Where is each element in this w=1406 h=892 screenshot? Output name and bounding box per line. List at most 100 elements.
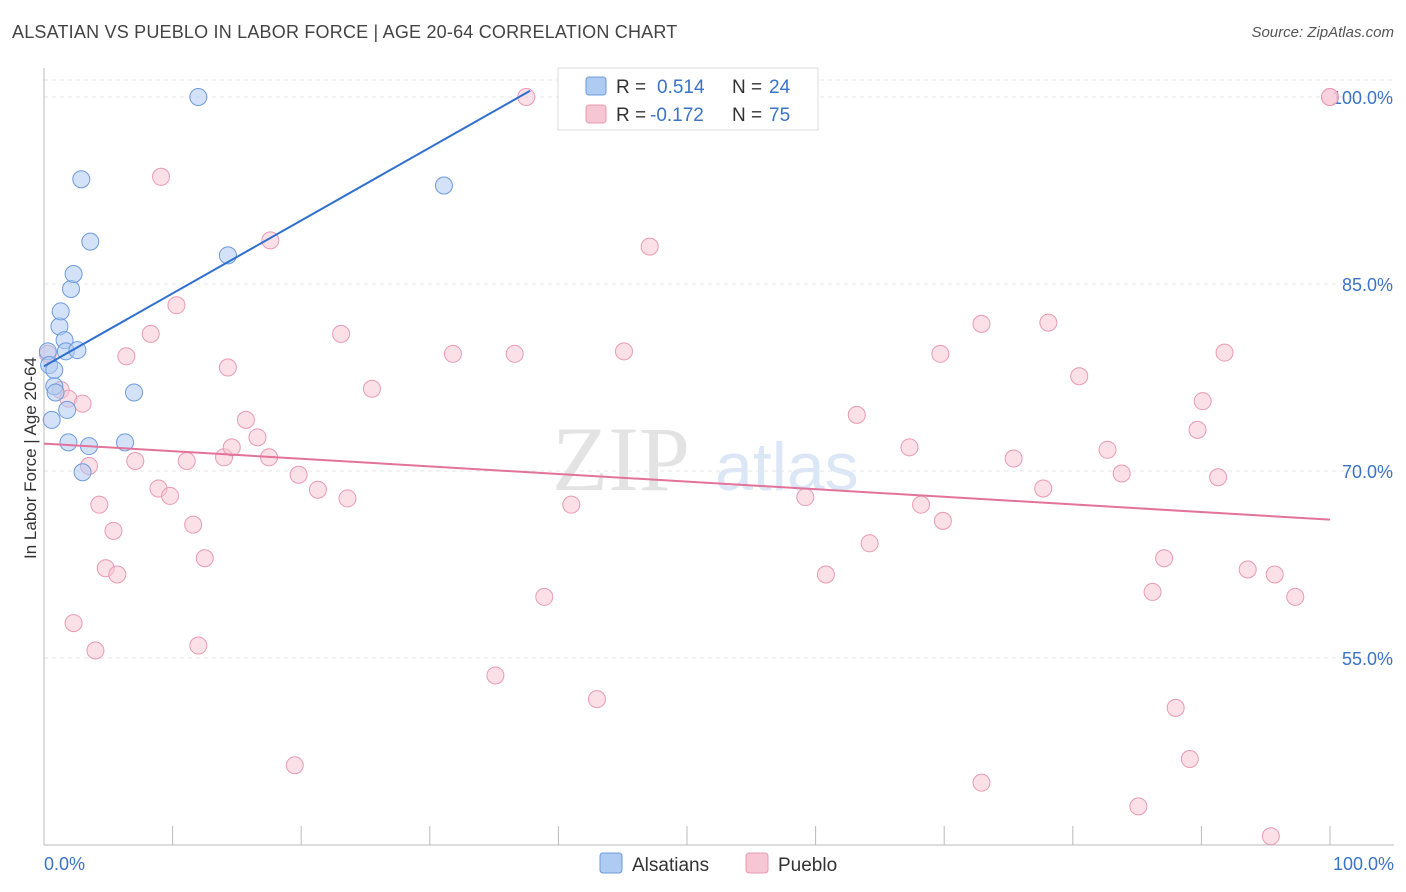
- point-pueblo-26: [248, 428, 267, 447]
- point-alsatians-18: [81, 232, 100, 251]
- bottom-legend-swatch-pueblo: [745, 852, 769, 874]
- point-pueblo-68: [1215, 343, 1234, 362]
- point-pueblo-3: [64, 614, 83, 633]
- point-pueblo-72: [1286, 587, 1305, 606]
- series-legend: Alsatians Pueblo: [599, 852, 837, 876]
- point-pueblo-57: [1070, 367, 1089, 386]
- point-pueblo-39: [535, 587, 554, 606]
- point-pueblo-45: [816, 565, 835, 584]
- point-pueblo-61: [1143, 582, 1162, 601]
- point-pueblo-21: [195, 549, 214, 568]
- point-pueblo-20: [189, 636, 208, 655]
- watermark-atlas: atlas: [715, 429, 859, 505]
- point-pueblo-42: [614, 342, 633, 361]
- point-alsatians-15: [72, 170, 91, 189]
- legend-r-label-pueblo: R =: [616, 105, 646, 126]
- point-pueblo-36: [486, 666, 505, 685]
- point-pueblo-7: [90, 495, 109, 514]
- x-tick-label-max: 100.0%: [1333, 854, 1394, 874]
- point-pueblo-56: [1039, 313, 1058, 332]
- point-pueblo-55: [1034, 479, 1053, 498]
- point-pueblo-41: [587, 690, 606, 709]
- point-alsatians-13: [64, 265, 83, 284]
- point-alsatians-10: [58, 400, 77, 419]
- point-pueblo-74: [1321, 88, 1339, 106]
- point-pueblo-9: [104, 521, 123, 540]
- legend-n-value-pueblo: 75: [769, 105, 790, 126]
- point-pueblo-59: [1112, 464, 1131, 483]
- point-pueblo-50: [931, 344, 950, 363]
- y-tick-label-0: 55.0%: [1342, 649, 1393, 669]
- point-pueblo-34: [362, 379, 381, 398]
- point-pueblo-66: [1193, 392, 1212, 411]
- point-pueblo-17: [167, 296, 186, 315]
- y-tick-label-2: 85.0%: [1342, 275, 1393, 295]
- trend-line-pueblo: [43, 442, 1331, 521]
- source-label: Source: ZipAtlas.com: [1251, 24, 1394, 41]
- x-tick-label-min: 0.0%: [44, 854, 85, 874]
- point-alsatians-20: [125, 383, 144, 402]
- point-pueblo-13: [141, 324, 160, 343]
- legend-r-label-alsatians: R =: [616, 77, 646, 98]
- bottom-legend-label-alsatians: Alsatians: [632, 855, 709, 876]
- point-pueblo-44: [796, 488, 815, 507]
- y-tick-labels: 55.0% 70.0% 85.0% 100.0%: [1332, 88, 1393, 669]
- y-axis-label: In Labor Force | Age 20-64: [21, 357, 40, 559]
- point-pueblo-64: [1180, 749, 1199, 768]
- watermark: ZIP atlas: [552, 408, 859, 510]
- point-pueblo-51: [933, 511, 952, 530]
- bottom-legend-label-pueblo: Pueblo: [778, 855, 837, 876]
- trend-lines: [43, 89, 1331, 521]
- y-tick-label-3: 100.0%: [1332, 88, 1393, 108]
- point-pueblo-30: [289, 465, 308, 484]
- point-pueblo-37: [505, 344, 524, 363]
- point-pueblo-25: [236, 410, 255, 429]
- y-tick-label-1: 70.0%: [1342, 462, 1393, 482]
- point-pueblo-33: [338, 489, 357, 508]
- point-pueblo-43: [640, 237, 659, 256]
- trend-line-alsatians: [43, 89, 531, 368]
- point-pueblo-35: [443, 344, 462, 363]
- point-pueblo-19: [184, 515, 203, 534]
- point-pueblo-69: [1238, 560, 1257, 579]
- gridlines: [44, 79, 1394, 659]
- point-pueblo-15: [152, 167, 171, 186]
- point-pueblo-6: [86, 641, 105, 660]
- point-pueblo-16: [161, 486, 180, 505]
- point-pueblo-60: [1129, 797, 1148, 816]
- point-pueblo-31: [308, 480, 327, 499]
- point-pueblo-49: [912, 495, 931, 514]
- watermark-zip: ZIP: [552, 408, 690, 510]
- legend-n-value-alsatians: 24: [769, 77, 791, 98]
- point-alsatians-12: [62, 279, 81, 298]
- point-pueblo-46: [847, 405, 866, 424]
- legend-swatch-alsatians: [585, 76, 607, 96]
- point-pueblo-67: [1209, 468, 1228, 487]
- point-pueblo-12: [126, 452, 145, 471]
- point-alsatians-2: [42, 410, 61, 429]
- axes: [43, 68, 1394, 846]
- point-alsatians-16: [73, 463, 92, 482]
- legend-n-label-alsatians: N =: [732, 77, 762, 98]
- point-pueblo-70: [1261, 827, 1280, 846]
- legend-r-value-alsatians: 0.514: [657, 77, 705, 98]
- point-pueblo-53: [972, 773, 991, 792]
- point-pueblo-40: [562, 495, 581, 514]
- point-alsatians-5: [46, 383, 65, 402]
- point-pueblo-32: [332, 324, 351, 343]
- point-alsatians-21: [189, 88, 208, 106]
- point-alsatians-11: [59, 433, 78, 452]
- legend-swatch-pueblo: [585, 104, 607, 124]
- bottom-legend-swatch-alsatians: [599, 852, 623, 874]
- point-alsatians-7: [51, 302, 70, 321]
- point-pueblo-18: [177, 452, 196, 471]
- point-pueblo-52: [972, 314, 991, 333]
- legend-r-value-pueblo: -0.172: [650, 105, 704, 126]
- point-pueblo-10: [108, 565, 127, 584]
- point-pueblo-24: [222, 438, 241, 457]
- legend-n-label-pueblo: N =: [732, 105, 762, 126]
- point-alsatians-19: [116, 433, 135, 452]
- point-pueblo-54: [1004, 449, 1023, 468]
- point-pueblo-47: [860, 534, 879, 553]
